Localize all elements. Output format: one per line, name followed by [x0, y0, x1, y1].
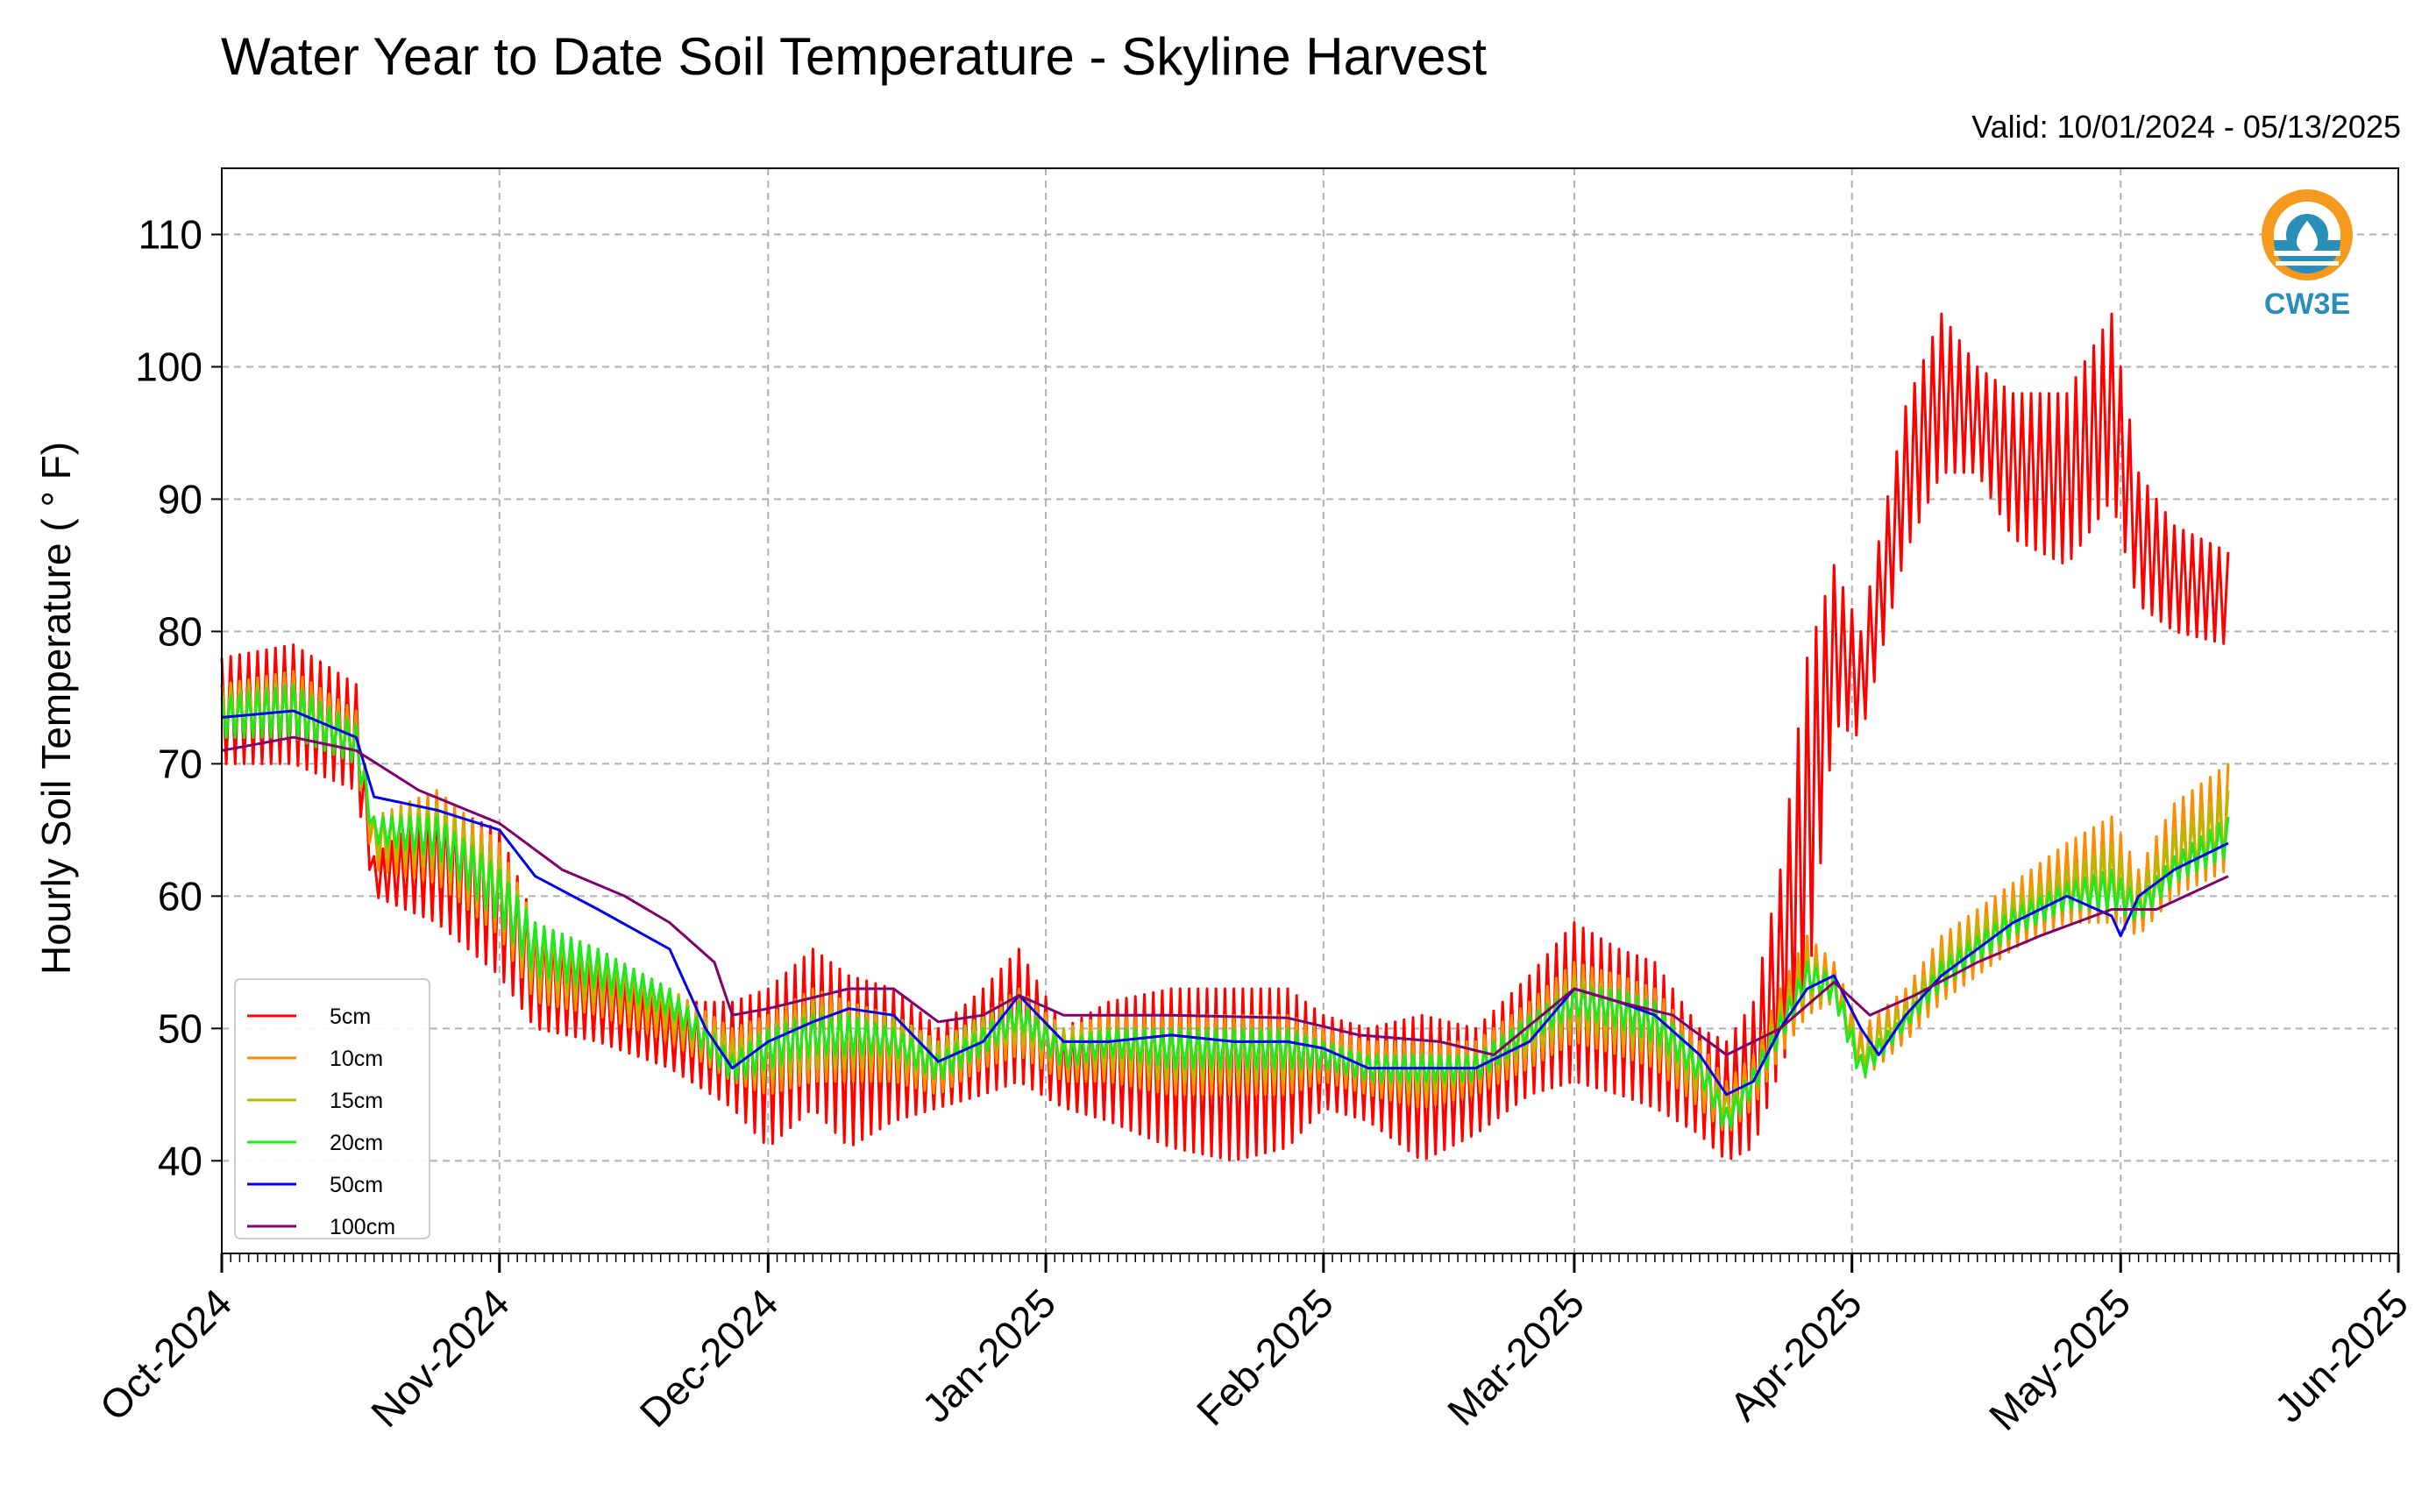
x-axis: Oct-2024 Nov-2024 Dec-2024 Jan-2025 Feb-2025…	[91, 1253, 2417, 1439]
cw3e-water-drop-logo-icon	[2262, 189, 2353, 280]
x-tick-label: Jan-2025	[913, 1280, 1064, 1430]
series-lines	[220, 312, 2230, 1161]
legend-box	[234, 978, 430, 1239]
y-tick-label: 100	[135, 344, 202, 389]
series-line-100cm	[221, 735, 2229, 1056]
chart-title: Water Year to Date Soil Temperature - Sk…	[221, 27, 1487, 86]
x-tick-label: Jun-2025	[2266, 1280, 2417, 1430]
y-tick-label: 90	[158, 476, 202, 522]
y-tick-label: 40	[158, 1138, 202, 1183]
cw3e-logo: CW3E	[2262, 189, 2353, 321]
legend-label-20cm: 20cm	[330, 1131, 383, 1155]
x-tick-label: Nov-2024	[362, 1280, 518, 1436]
legend-label-100cm: 100cm	[330, 1215, 395, 1239]
series-line-50cm	[221, 709, 2229, 1097]
series-line-20cm	[220, 683, 2230, 1130]
y-tick-label: 80	[158, 608, 202, 654]
x-tick-label: Oct-2024	[91, 1280, 241, 1430]
y-axis: 40 50 60 70 80 90 100 110	[135, 211, 222, 1183]
y-tick-label: 70	[158, 741, 202, 786]
legend: 5cm 10cm 15cm 20cm 50cm 100cm	[234, 978, 430, 1239]
y-tick-label: 60	[158, 873, 202, 919]
x-tick-label: Dec-2024	[631, 1280, 787, 1436]
series-line-10cm	[220, 670, 2230, 1132]
y-tick-label: 110	[138, 211, 202, 257]
plot-frame	[221, 167, 2399, 1254]
valid-date-range: Valid: 10/01/2024 - 05/13/2025	[1971, 109, 2401, 145]
legend-label-15cm: 15cm	[330, 1089, 383, 1113]
legend-label-5cm: 5cm	[330, 1004, 371, 1029]
legend-label-50cm: 50cm	[330, 1173, 383, 1197]
x-tick-label: Feb-2025	[1188, 1280, 1342, 1434]
x-tick-label: May-2025	[1980, 1280, 2139, 1438]
y-axis-label: Hourly Soil Temperature ( ° F)	[33, 442, 79, 975]
y-tick-label: 50	[158, 1005, 202, 1051]
cw3e-logo-text: CW3E	[2264, 287, 2350, 321]
x-tick-label: Apr-2025	[1721, 1280, 1871, 1430]
series-line-15cm	[220, 683, 2230, 1118]
x-tick-label: Mar-2025	[1438, 1280, 1593, 1434]
legend-label-10cm: 10cm	[330, 1047, 383, 1071]
